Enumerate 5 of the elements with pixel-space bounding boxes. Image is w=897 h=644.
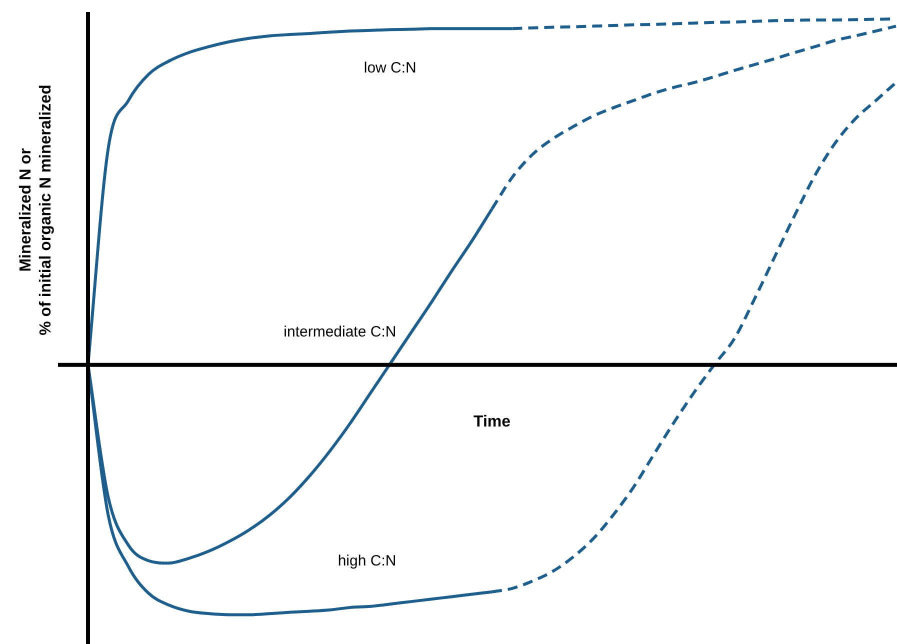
x-axis-title: Time <box>473 413 511 430</box>
series-label: intermediate C:N <box>284 324 396 341</box>
y-axis-title: Mineralized N or % of initial organic N mineralized <box>17 84 54 336</box>
series-label: low C:N <box>364 60 416 77</box>
text: high C:N <box>338 552 396 570</box>
